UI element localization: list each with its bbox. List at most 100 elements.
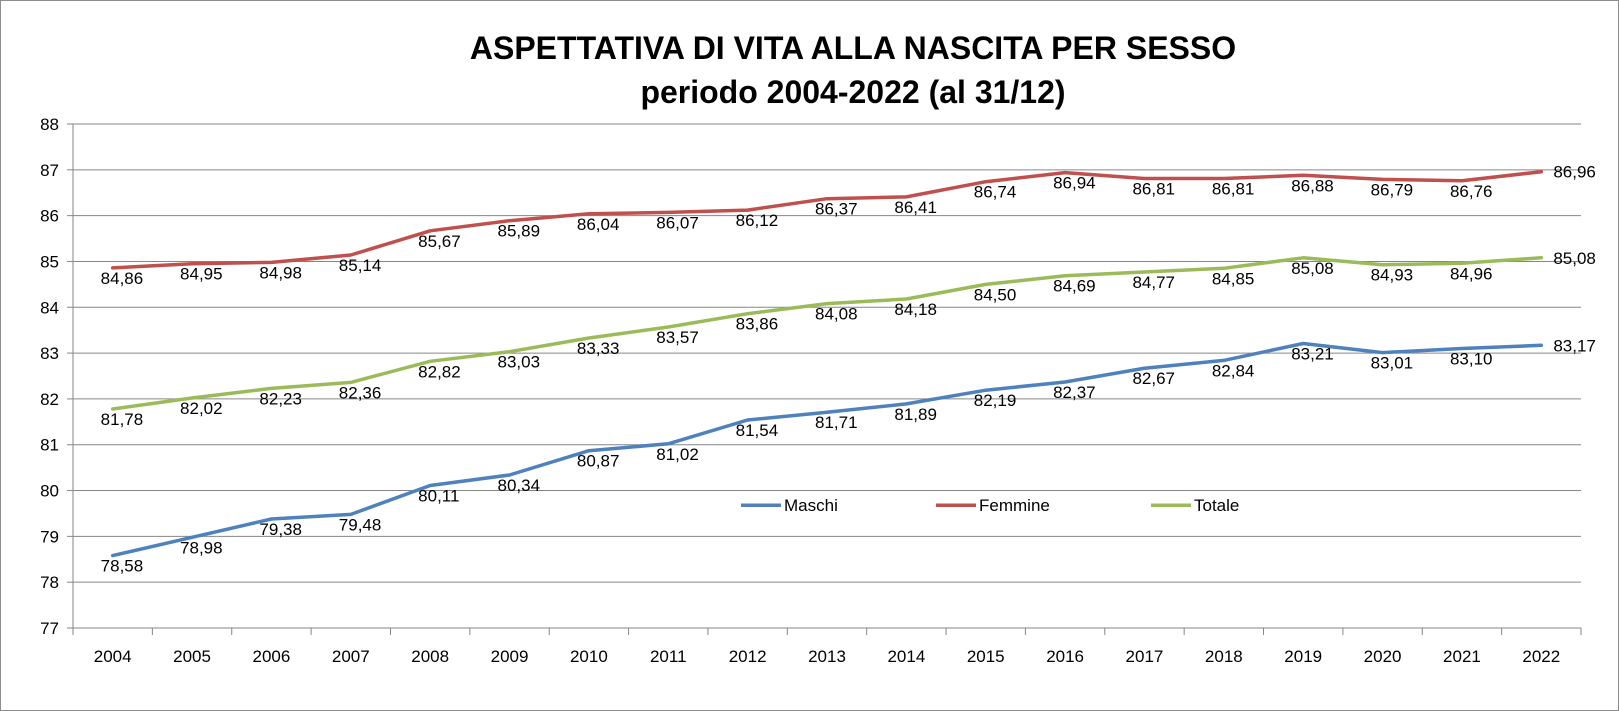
x-tick-label-2013: 2013 xyxy=(808,647,846,666)
data-label-maschi: 82,67 xyxy=(1132,369,1175,388)
y-tick-label: 86 xyxy=(40,207,59,226)
x-tick-label-2020: 2020 xyxy=(1364,647,1402,666)
x-tick-label-2015: 2015 xyxy=(967,647,1005,666)
data-label-maschi: 81,89 xyxy=(894,405,937,424)
data-label-femmine: 86,37 xyxy=(815,200,858,219)
data-label-maschi: 80,11 xyxy=(418,487,459,506)
series-line-maschi xyxy=(110,341,1544,558)
x-tick-label-2012: 2012 xyxy=(729,647,767,666)
data-label-femmine: 86,81 xyxy=(1132,180,1175,199)
data-label-totale: 84,50 xyxy=(974,285,1017,304)
data-label-femmine: 86,79 xyxy=(1371,180,1414,199)
legend: Maschi Femmine Totale xyxy=(741,496,1239,515)
y-tick-label: 87 xyxy=(40,161,59,180)
data-label-femmine: 86,12 xyxy=(736,211,779,230)
data-label-totale: 84,69 xyxy=(1053,277,1096,296)
data-label-maschi: 81,54 xyxy=(736,421,779,440)
series-layer xyxy=(110,169,1544,558)
chart-title: ASPETTATIVA DI VITA ALLA NASCITA PER SES… xyxy=(470,30,1236,66)
data-label-femmine: 86,88 xyxy=(1291,176,1334,195)
series-line-totale xyxy=(110,256,1544,411)
data-label-femmine: 84,95 xyxy=(180,265,223,284)
data-label-totale: 83,03 xyxy=(498,353,541,372)
x-tick-label-2004: 2004 xyxy=(94,647,132,666)
data-label-femmine: 86,04 xyxy=(577,215,620,234)
data-label-femmine: 85,89 xyxy=(498,222,541,241)
y-tick-label: 84 xyxy=(40,298,59,317)
y-tick-label: 78 xyxy=(40,573,59,592)
data-label-totale: 81,78 xyxy=(101,410,144,429)
data-label-femmine: 86,96 xyxy=(1553,163,1596,182)
y-tick-label: 85 xyxy=(40,252,59,271)
data-label-maschi: 81,71 xyxy=(815,413,858,432)
data-label-maschi: 80,87 xyxy=(577,452,620,471)
data-label-femmine: 86,81 xyxy=(1212,180,1255,199)
data-label-femmine: 84,98 xyxy=(259,263,302,282)
data-label-maschi: 79,38 xyxy=(259,520,302,539)
data-label-totale: 83,33 xyxy=(577,339,620,358)
data-label-totale: 84,77 xyxy=(1132,273,1175,292)
data-label-femmine: 85,14 xyxy=(339,256,382,275)
data-label-femmine: 84,86 xyxy=(101,269,144,288)
data-label-femmine: 86,74 xyxy=(974,183,1017,202)
data-label-femmine: 86,76 xyxy=(1450,182,1493,201)
data-label-layer: 78,58 78,98 79,38 79,48 80,11 80,34 80,87 81,02… xyxy=(101,163,1596,576)
data-label-maschi: 82,84 xyxy=(1212,361,1255,380)
data-label-totale: 82,23 xyxy=(259,389,302,408)
legend-label-totale: Totale xyxy=(1194,496,1239,515)
x-tick-label-2009: 2009 xyxy=(491,647,529,666)
y-tick-label: 82 xyxy=(40,390,59,409)
y-tick-label: 88 xyxy=(40,115,59,134)
x-tick-label-2005: 2005 xyxy=(173,647,211,666)
data-label-totale: 84,08 xyxy=(815,305,858,324)
data-label-totale: 82,82 xyxy=(418,362,461,381)
x-tick-label-2011: 2011 xyxy=(650,647,687,666)
chart-subtitle: periodo 2004-2022 (al 31/12) xyxy=(640,74,1065,110)
data-label-maschi: 82,37 xyxy=(1053,383,1096,402)
data-label-totale: 83,57 xyxy=(656,328,699,347)
data-label-totale: 82,36 xyxy=(339,383,382,402)
x-tick-label-2017: 2017 xyxy=(1126,647,1164,666)
data-label-maschi: 83,01 xyxy=(1371,354,1414,373)
data-label-totale: 84,93 xyxy=(1371,266,1414,285)
y-tick-label: 77 xyxy=(40,619,59,638)
y-tick-label: 83 xyxy=(40,344,59,363)
data-label-maschi: 83,17 xyxy=(1553,336,1596,355)
x-tick-label-2021: 2021 xyxy=(1443,647,1481,666)
data-label-maschi: 83,21 xyxy=(1291,344,1334,363)
axis-layer: 77 78 79 80 81 82 83 84 85 86 87 88 2004 2005 2006 2007… xyxy=(40,115,1582,666)
x-tick-label-2008: 2008 xyxy=(411,647,449,666)
data-label-totale: 83,86 xyxy=(736,315,779,334)
data-label-totale: 85,08 xyxy=(1553,249,1596,268)
grid-layer xyxy=(73,123,1581,629)
y-tick-label: 80 xyxy=(40,482,59,501)
data-label-totale: 82,02 xyxy=(180,399,223,418)
data-label-maschi: 78,58 xyxy=(101,557,144,576)
data-label-maschi: 80,34 xyxy=(498,476,541,495)
x-tick-label-2016: 2016 xyxy=(1046,647,1084,666)
data-label-maschi: 79,48 xyxy=(339,515,382,534)
y-tick-label: 81 xyxy=(40,436,59,455)
data-label-maschi: 81,02 xyxy=(656,445,699,464)
data-label-totale: 84,85 xyxy=(1212,269,1255,288)
x-tick-label-2018: 2018 xyxy=(1205,647,1243,666)
legend-label-maschi: Maschi xyxy=(784,496,838,515)
x-tick-label-2006: 2006 xyxy=(253,647,291,666)
data-label-femmine: 86,94 xyxy=(1053,174,1096,193)
x-tick-label-2007: 2007 xyxy=(332,647,370,666)
data-label-maschi: 78,98 xyxy=(180,538,223,557)
data-label-totale: 84,96 xyxy=(1450,264,1493,283)
data-label-femmine: 86,07 xyxy=(656,213,699,232)
data-label-femmine: 85,67 xyxy=(418,232,461,251)
data-label-totale: 85,08 xyxy=(1291,259,1334,278)
y-tick-label: 79 xyxy=(40,527,59,546)
x-tick-label-2010: 2010 xyxy=(570,647,608,666)
data-label-maschi: 83,10 xyxy=(1450,350,1493,369)
x-tick-label-2014: 2014 xyxy=(887,647,925,666)
x-tick-label-2019: 2019 xyxy=(1284,647,1322,666)
data-label-maschi: 82,19 xyxy=(974,391,1017,410)
data-label-totale: 84,18 xyxy=(894,300,937,319)
data-label-femmine: 86,41 xyxy=(894,198,937,217)
